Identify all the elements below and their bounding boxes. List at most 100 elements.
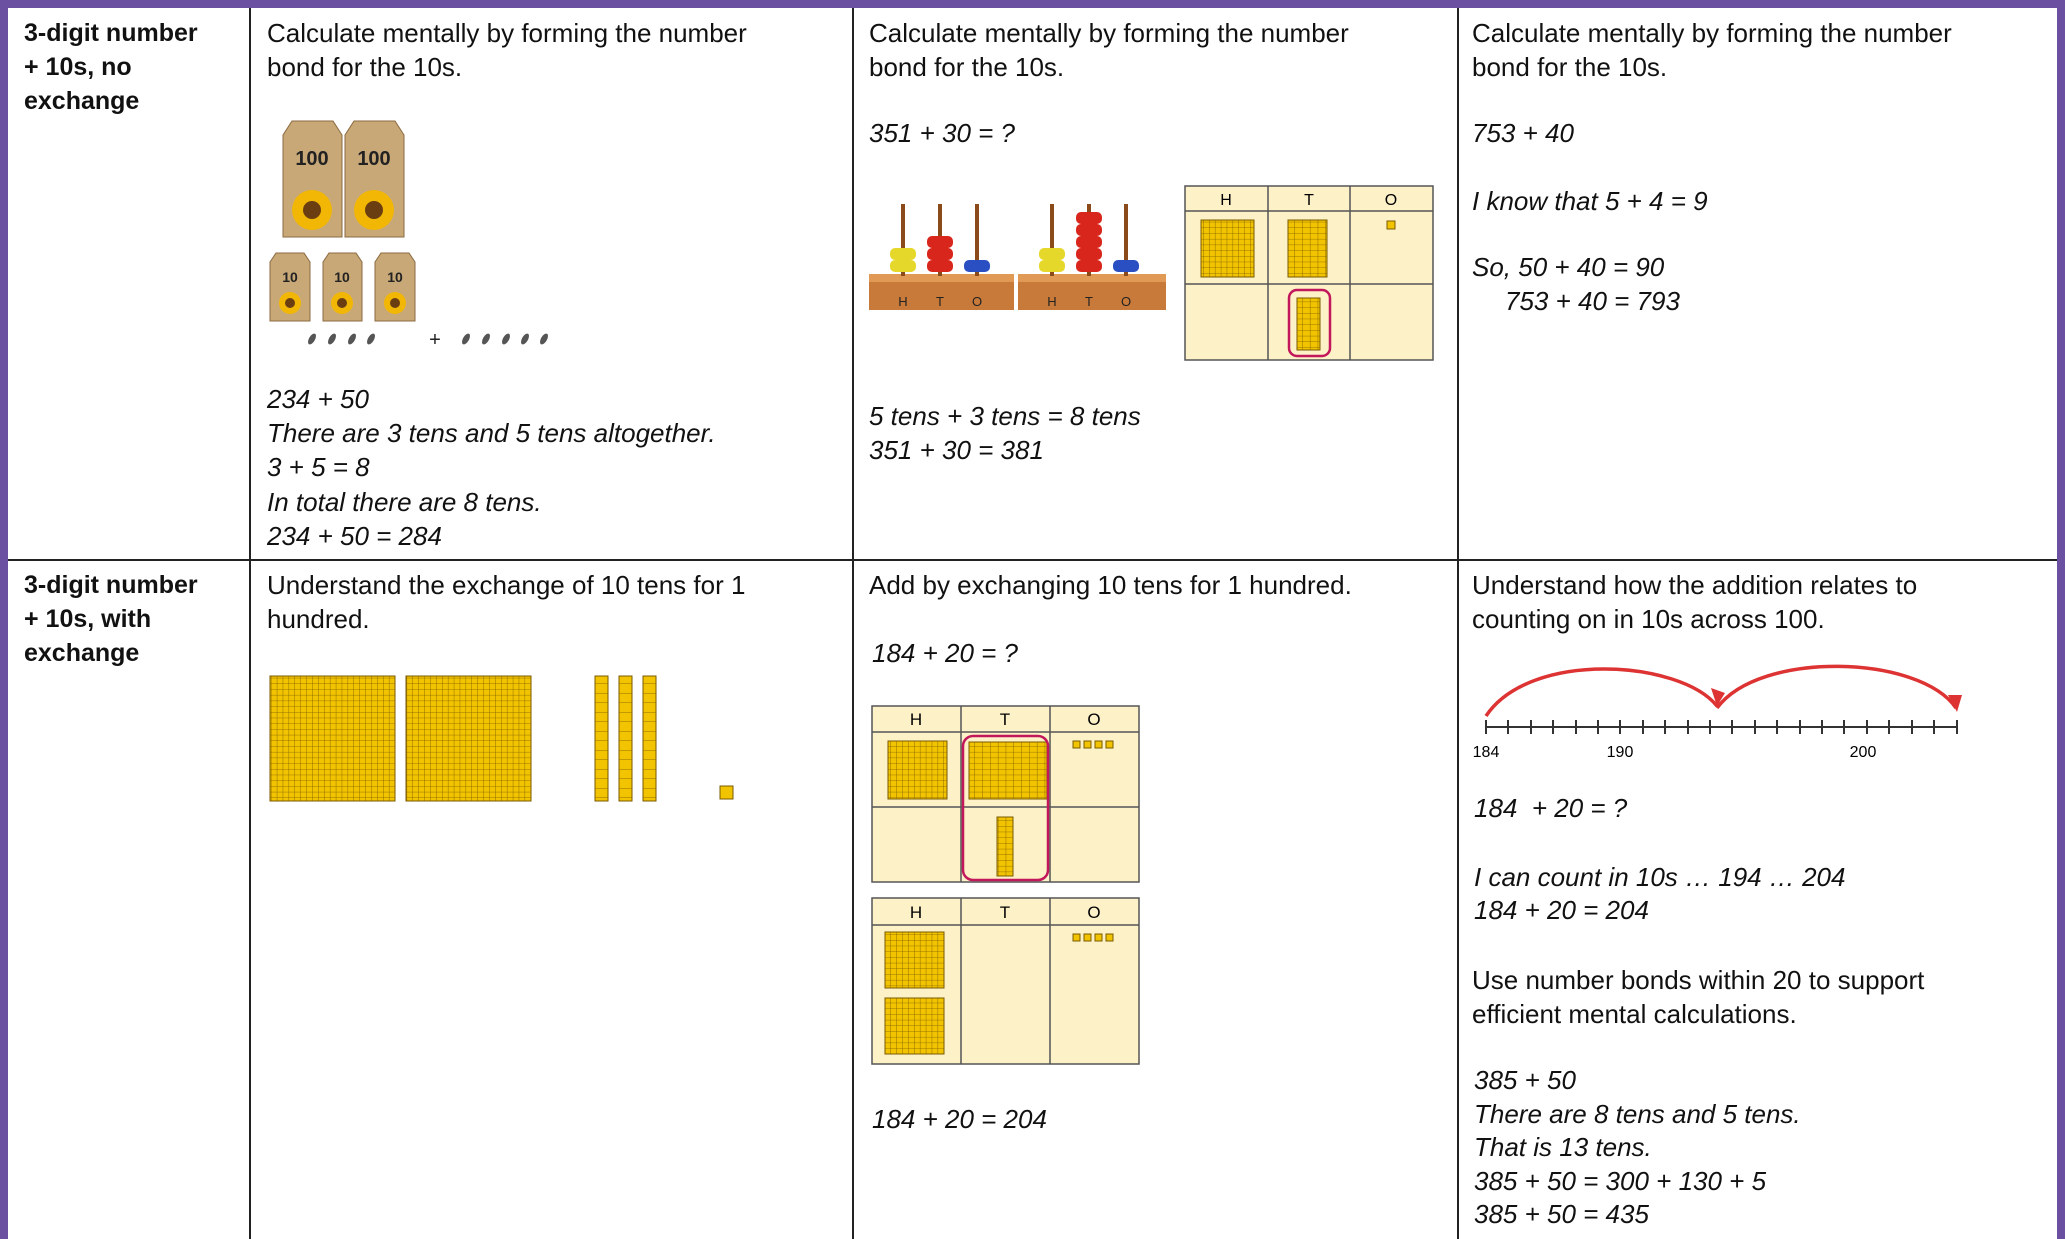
- shape: [927, 248, 953, 260]
- shape: [927, 260, 953, 272]
- cell-text: That is 13 tens.: [1474, 1132, 1652, 1162]
- shape: [0, 0, 8, 1239]
- shape: [1076, 248, 1102, 260]
- place-value-chart: H T O: [871, 705, 1140, 883]
- cell-text: 385 + 50 = 435: [1474, 1199, 1649, 1229]
- shape: [1083, 933, 1092, 942]
- chart-header: O: [1385, 192, 1397, 209]
- shape: [328, 333, 336, 345]
- cell-text: In total there are 8 tens.: [267, 487, 542, 517]
- cell-text: 234 + 50: [267, 384, 369, 414]
- row-heading: 3-digit number: [24, 571, 198, 599]
- shape: [890, 260, 916, 272]
- row-heading: 3-digit number: [24, 19, 198, 47]
- shape: [1287, 288, 1332, 358]
- abacus-label: O: [1121, 294, 1131, 309]
- shape: [872, 898, 1139, 1064]
- shape: [594, 675, 609, 802]
- shape: [1484, 667, 1719, 717]
- shape: [269, 675, 396, 802]
- chart-header: T: [1304, 192, 1314, 209]
- cell-text: 5 tens + 3 tens = 8 tens: [869, 401, 1141, 431]
- packet-100: 100: [282, 120, 343, 238]
- number-line-label: 190: [1607, 744, 1634, 761]
- place-value-chart: H T O: [871, 897, 1140, 1065]
- packet-label: 10: [282, 269, 298, 285]
- cell-text: 184 + 20 = ?: [872, 638, 1019, 668]
- shape: [975, 204, 979, 276]
- cell-text: Calculate mentally by forming the number: [1472, 18, 1952, 48]
- number-line-label: 200: [1850, 744, 1877, 761]
- packet-10: 10: [374, 252, 416, 322]
- shape: [390, 298, 400, 308]
- row-heading: exchange: [24, 87, 140, 115]
- shape: [869, 274, 1014, 282]
- shape: [1039, 248, 1065, 260]
- shape: [1076, 224, 1102, 236]
- packet-10: 10: [269, 252, 311, 322]
- shape: [521, 333, 529, 345]
- shape: [1124, 204, 1128, 276]
- cell-text: So, 50 + 40 = 90: [1472, 252, 1665, 282]
- shape: [1485, 720, 1958, 734]
- shape: [1711, 688, 1725, 706]
- shape: [1076, 236, 1102, 248]
- shape: [1018, 274, 1166, 282]
- cell-text: Understand how the addition relates to: [1472, 570, 1918, 600]
- cell-text: I know that 5 + 4 = 9: [1472, 186, 1708, 216]
- packet-label: 10: [387, 269, 403, 285]
- number-line-label: 184: [1473, 744, 1500, 761]
- shape: [337, 298, 347, 308]
- abacus-label: T: [1085, 294, 1093, 309]
- shape: [1105, 740, 1114, 749]
- chart-header: H: [1220, 192, 1232, 209]
- shape: [1072, 933, 1114, 942]
- shape: [1072, 740, 1114, 749]
- abacus: H T O: [869, 204, 1014, 310]
- shape: [1050, 204, 1054, 276]
- seeds: [308, 333, 548, 345]
- cell-text: 753 + 40 = 793: [1505, 286, 1680, 316]
- packet-10: 10: [322, 252, 363, 322]
- shape: [642, 675, 657, 802]
- cell-text: 184 + 20 = 204: [872, 1104, 1047, 1134]
- shape: [540, 333, 548, 345]
- shape: [887, 740, 948, 800]
- shape: [1083, 740, 1092, 749]
- cell-text: bond for the 10s.: [267, 52, 463, 82]
- abacus-label: H: [898, 294, 907, 309]
- cell-text: hundred.: [267, 604, 370, 634]
- shape: [1094, 933, 1103, 942]
- shape: [1072, 933, 1081, 942]
- cell-text: Calculate mentally by forming the number: [869, 18, 1349, 48]
- cell-text: There are 3 tens and 5 tens altogether.: [267, 418, 716, 448]
- place-value-chart: H T O: [1184, 185, 1434, 361]
- shape: [405, 675, 532, 802]
- shape: [1287, 219, 1328, 278]
- shape: [365, 201, 383, 219]
- cell-text: Add by exchanging 10 tens for 1 hundred.: [869, 570, 1352, 600]
- shape: [1386, 220, 1396, 230]
- packet-label: 100: [357, 148, 390, 170]
- cell-text: counting on in 10s across 100.: [1472, 604, 1825, 634]
- cell-text: 184 + 20 = ?: [1474, 793, 1628, 823]
- abacus-label: O: [972, 294, 982, 309]
- abacus-label: H: [1047, 294, 1056, 309]
- cell-text: 351 + 30 = 381: [869, 435, 1044, 465]
- shape: [872, 706, 1139, 882]
- shape: [1105, 933, 1114, 942]
- shape: [303, 201, 321, 219]
- shape: [1296, 297, 1321, 351]
- cell-text: bond for the 10s.: [869, 52, 1065, 82]
- shape: [1113, 260, 1139, 272]
- number-line: 184 190 200: [1473, 664, 1962, 761]
- plus-sign: +: [429, 329, 441, 351]
- shape: [1094, 740, 1103, 749]
- cell-text: There are 8 tens and 5 tens.: [1474, 1099, 1801, 1129]
- shape: [1039, 260, 1065, 272]
- shape: [1076, 260, 1102, 272]
- cell-text: 753 + 40: [1472, 118, 1574, 148]
- seed-packets: 100 100 10 10 10: [269, 120, 416, 322]
